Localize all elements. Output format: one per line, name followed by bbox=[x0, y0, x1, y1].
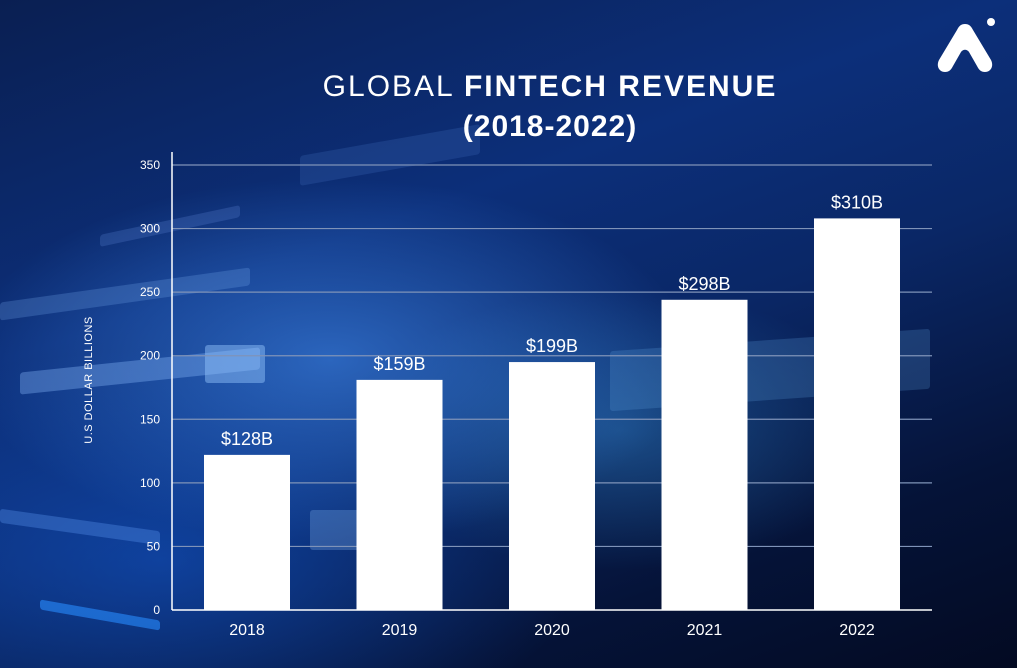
y-tick-label: 100 bbox=[140, 476, 160, 490]
brand-a-logo-icon bbox=[937, 18, 995, 72]
x-tick-label: 2021 bbox=[687, 622, 723, 639]
x-tick-label: 2019 bbox=[382, 622, 418, 639]
x-tick-label: 2018 bbox=[229, 622, 265, 639]
x-tick-label: 2020 bbox=[534, 622, 570, 639]
data-label: $159B bbox=[373, 354, 425, 374]
x-tick-label: 2022 bbox=[839, 622, 875, 639]
data-label: $310B bbox=[831, 192, 883, 212]
bar-2022 bbox=[814, 218, 900, 610]
y-tick-label: 350 bbox=[140, 158, 160, 172]
y-tick-label: 250 bbox=[140, 285, 160, 299]
chart-title: GLOBAL FINTECH REVENUE bbox=[0, 68, 1017, 106]
chart-title-bold: FINTECH REVENUE bbox=[463, 70, 778, 103]
x-axis-ticks: 2018 2019 2020 2021 2022 bbox=[229, 622, 875, 639]
y-tick-label: 0 bbox=[153, 603, 160, 617]
data-label: $199B bbox=[526, 336, 578, 356]
bar-2021 bbox=[661, 299, 748, 610]
y-tick-label: 50 bbox=[147, 539, 161, 553]
data-label: $298B bbox=[678, 274, 730, 294]
data-labels: $128B $159B $199B $298B $310B bbox=[221, 192, 883, 448]
y-tick-label: 200 bbox=[140, 349, 160, 363]
data-label: $128B bbox=[221, 429, 273, 449]
bars bbox=[204, 218, 900, 610]
bar-2018 bbox=[204, 454, 290, 610]
bar-2019 bbox=[356, 379, 443, 610]
bar-2020 bbox=[509, 362, 595, 610]
y-tick-label: 150 bbox=[140, 412, 160, 426]
y-tick-label: 300 bbox=[140, 222, 160, 236]
y-axis-label: U.S DOLLAR BILLIONS bbox=[83, 316, 95, 444]
background-streak bbox=[205, 345, 265, 383]
chart-subtitle: (2018-2022) bbox=[462, 110, 638, 143]
chart-title-light: GLOBAL bbox=[322, 70, 454, 103]
y-axis-ticks: 0 50 100 150 200 250 300 350 bbox=[140, 158, 160, 617]
